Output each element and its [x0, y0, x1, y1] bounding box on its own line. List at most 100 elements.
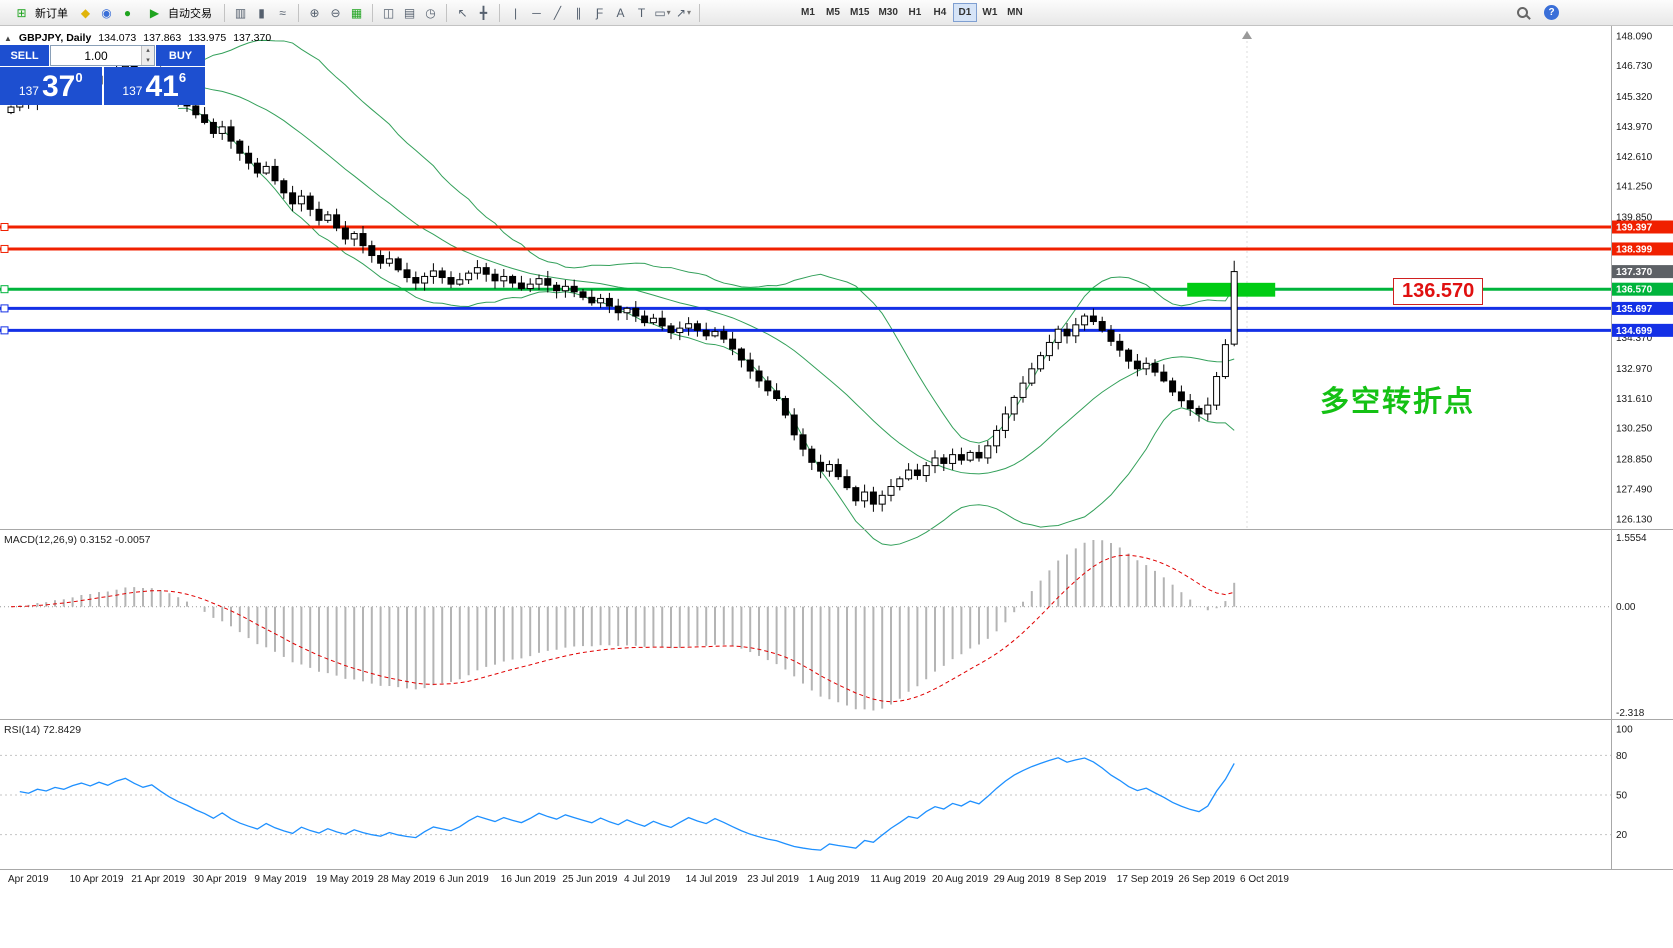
- chart-window: 148.090 146.730 145.320 143.970 142.610 141.2…: [0, 26, 1673, 948]
- tile-windows-icon[interactable]: ◫: [382, 5, 395, 20]
- new-order-button[interactable]: ⊞ 新订单: [6, 0, 74, 25]
- symbol-period-label: GBPJPY, Daily: [18, 32, 92, 44]
- timeframe-m5[interactable]: M5: [821, 3, 845, 22]
- bollinger-bands: [178, 39, 1235, 546]
- signals-icon[interactable]: ●: [123, 5, 132, 20]
- svg-text:20 Aug 2019: 20 Aug 2019: [932, 874, 989, 885]
- sell-price-pips: 37: [41, 70, 76, 103]
- new-order-label: 新订单: [35, 7, 68, 20]
- svg-text:146.730: 146.730: [1616, 61, 1653, 72]
- volume-decrease-button[interactable]: ▾: [142, 55, 154, 65]
- crosshair-icon[interactable]: ╋: [479, 5, 488, 20]
- channel-tool-icon[interactable]: ∥: [575, 5, 582, 20]
- buy-price-point: 6: [178, 70, 187, 85]
- svg-text:139.397: 139.397: [1616, 223, 1653, 234]
- buy-price-display[interactable]: 137 41 6: [103, 67, 205, 105]
- indicators-icon[interactable]: ▦: [350, 5, 363, 20]
- candlestick-chart-icon[interactable]: ▮: [258, 5, 265, 20]
- svg-text:28 May 2019: 28 May 2019: [378, 874, 436, 885]
- svg-text:29 Aug 2019: 29 Aug 2019: [994, 874, 1051, 885]
- toolbar-separator: [446, 3, 447, 22]
- volume-input[interactable]: [51, 46, 141, 65]
- time-axis[interactable]: Apr 2019 10 Apr 2019 21 Apr 2019 30 Apr 201…: [8, 874, 1289, 885]
- svg-text:Apr 2019: Apr 2019: [8, 874, 49, 885]
- svg-text:21 Apr 2019: 21 Apr 2019: [131, 874, 185, 885]
- shapes-tool-icon[interactable]: ▭ ▾: [653, 3, 672, 22]
- rsi-label: RSI(14) 72.8429: [4, 724, 82, 736]
- svg-text:50: 50: [1616, 791, 1628, 802]
- buy-price-pips: 41: [145, 70, 179, 103]
- sell-price-display[interactable]: 137 37 0: [0, 67, 102, 105]
- rsi-pane: 100 80 50 20: [0, 725, 1633, 851]
- timeframe-h4[interactable]: H4: [928, 3, 952, 22]
- price-axis[interactable]: 148.090 146.730 145.320 143.970 142.610 141.2…: [1612, 31, 1673, 525]
- market-icon[interactable]: ◉: [101, 5, 112, 20]
- macd-pane: 1.5554 0.00 -2.318: [0, 533, 1647, 719]
- annotation-text[interactable]: 多空转折点: [1320, 386, 1476, 418]
- svg-text:148.090: 148.090: [1616, 31, 1653, 42]
- trendline-tool-icon[interactable]: ╱: [553, 5, 562, 20]
- sell-price-point: 0: [75, 70, 83, 85]
- new-order-icon: ⊞: [16, 5, 27, 20]
- svg-text:8 Sep 2019: 8 Sep 2019: [1055, 874, 1107, 885]
- volume-increase-button[interactable]: ▴: [142, 46, 154, 56]
- line-chart-icon[interactable]: ≈: [279, 5, 286, 20]
- svg-text:142.610: 142.610: [1616, 152, 1653, 163]
- chart-canvas[interactable]: 148.090 146.730 145.320 143.970 142.610 141.2…: [0, 26, 1673, 948]
- zoom-out-icon[interactable]: ⊖: [330, 5, 341, 20]
- top-toolbar: ⊞ 新订单 ◆ ◉ ● ▶ 自动交易 ▥ ▮ ≈ ⊕ ⊖ ▦ ◫ ▤ ◷ ↖ ╋…: [0, 0, 1673, 26]
- template-icon[interactable]: ▤: [403, 5, 416, 20]
- metaeditor-icon[interactable]: ◆: [80, 5, 91, 20]
- autotrading-button[interactable]: ▶ 自动交易: [139, 0, 218, 25]
- timeframe-d1[interactable]: D1: [952, 3, 977, 22]
- timeframe-m1[interactable]: M1: [796, 3, 820, 22]
- buy-button[interactable]: BUY: [156, 45, 205, 66]
- cursor-icon[interactable]: ↖: [457, 5, 468, 20]
- svg-text:26 Sep 2019: 26 Sep 2019: [1178, 874, 1235, 885]
- help-icon[interactable]: ?: [1544, 5, 1559, 20]
- timeframe-m30[interactable]: M30: [874, 3, 901, 22]
- timeframe-w1[interactable]: W1: [978, 3, 1002, 22]
- svg-text:138.399: 138.399: [1616, 244, 1653, 255]
- timeframe-h1[interactable]: H1: [903, 3, 927, 22]
- svg-text:1.5554: 1.5554: [1616, 533, 1647, 544]
- svg-text:141.250: 141.250: [1616, 182, 1653, 193]
- toolbar-separator: [224, 3, 225, 22]
- svg-text:100: 100: [1616, 725, 1633, 736]
- svg-text:134.699: 134.699: [1616, 326, 1653, 337]
- autotrading-play-icon: ▶: [149, 5, 160, 20]
- svg-text:10 Apr 2019: 10 Apr 2019: [70, 874, 124, 885]
- timeframe-m15[interactable]: M15: [846, 3, 873, 22]
- periods-icon[interactable]: ◷: [425, 5, 436, 20]
- svg-text:143.970: 143.970: [1616, 122, 1653, 133]
- sell-price-main: 137: [18, 84, 39, 98]
- macd-label: MACD(12,26,9) 0.3152 -0.0057: [4, 534, 151, 546]
- price-callout-label[interactable]: 136.570: [1393, 278, 1484, 305]
- bar-chart-icon[interactable]: ▥: [234, 5, 247, 20]
- collapse-trade-panel-icon[interactable]: ▲: [4, 33, 12, 43]
- svg-text:132.970: 132.970: [1616, 364, 1653, 375]
- timeframe-mn[interactable]: MN: [1003, 3, 1027, 22]
- chevron-down-icon: ▾: [666, 8, 671, 17]
- svg-text:11 Aug 2019: 11 Aug 2019: [870, 874, 926, 885]
- svg-text:23 Jul 2019: 23 Jul 2019: [747, 874, 799, 885]
- label-tool-icon[interactable]: T: [637, 5, 646, 20]
- fibonacci-tool-icon[interactable]: Ƒ: [595, 5, 604, 20]
- vertical-line-tool-icon[interactable]: |: [513, 5, 518, 20]
- svg-text:30 Apr 2019: 30 Apr 2019: [193, 874, 247, 885]
- horizontal-level-lines[interactable]: [0, 223, 1611, 335]
- svg-text:25 Jun 2019: 25 Jun 2019: [562, 874, 617, 885]
- chart-shift-marker[interactable]: [1242, 31, 1252, 39]
- horizontal-line-tool-icon[interactable]: ─: [532, 5, 541, 20]
- timeframe-toolbar: M1 M5 M15 M30 H1 H4 D1 W1 MN: [796, 3, 1027, 22]
- svg-text:6 Oct 2019: 6 Oct 2019: [1240, 874, 1289, 885]
- arrows-tool-icon[interactable]: ↗ ▾: [674, 3, 693, 22]
- search-icon[interactable]: [1517, 7, 1528, 18]
- text-tool-icon[interactable]: A: [616, 5, 625, 20]
- svg-text:139.850: 139.850: [1616, 213, 1653, 224]
- svg-text:20: 20: [1616, 830, 1628, 841]
- sell-button[interactable]: SELL: [0, 45, 49, 66]
- svg-text:6 Jun 2019: 6 Jun 2019: [439, 874, 489, 885]
- zoom-in-icon[interactable]: ⊕: [309, 5, 320, 20]
